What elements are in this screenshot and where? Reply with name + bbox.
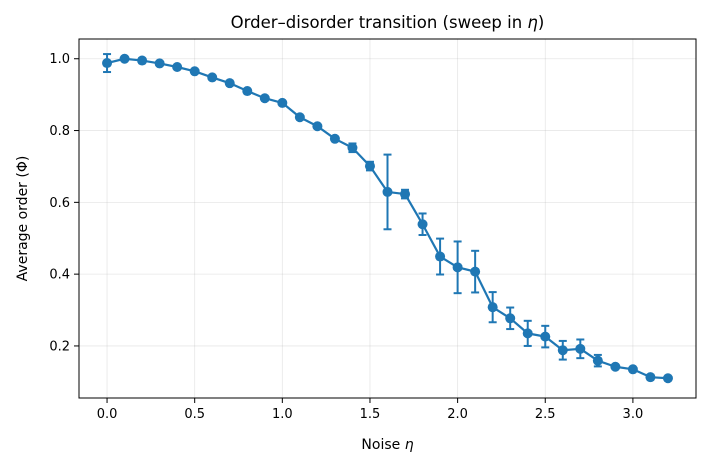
data-point — [172, 62, 183, 73]
data-point — [435, 251, 446, 262]
data-point — [417, 219, 428, 230]
y-tick-label: 0.4 — [49, 268, 70, 283]
chart-title-symbol: η — [527, 13, 537, 32]
data-point — [294, 112, 305, 123]
data-point — [470, 266, 481, 277]
chart-title-main: Order–disorder transition (sweep in — [231, 13, 528, 32]
data-point — [610, 361, 621, 372]
data-point — [189, 66, 200, 77]
series-layer — [102, 53, 673, 384]
x-tick-label: 0.0 — [97, 407, 118, 422]
data-point — [575, 343, 586, 354]
ticks: 0.0 0.5 1.0 1.5 2.0 2.5 3.0 0.2 0.4 0.6 0.8 1.0 — [49, 52, 643, 422]
data-point — [662, 373, 673, 384]
x-tick-label: 2.5 — [535, 407, 556, 422]
data-point — [505, 313, 516, 324]
x-tick-label: 1.5 — [360, 407, 381, 422]
y-tick-label: 1.0 — [49, 52, 70, 67]
data-point — [592, 355, 603, 366]
data-point — [119, 53, 130, 64]
y-tick-label: 0.2 — [49, 339, 70, 354]
x-tick-label: 0.5 — [184, 407, 205, 422]
chart-title-end: ) — [538, 13, 544, 32]
plot-frame — [78, 38, 697, 399]
chart-title: Order–disorder transition (sweep in η) — [231, 13, 545, 32]
data-point — [487, 302, 498, 313]
x-axis-label-symbol: η — [405, 437, 414, 453]
data-point — [557, 345, 568, 356]
data-point — [645, 372, 656, 383]
data-point — [277, 97, 288, 108]
x-tick-label: 2.0 — [447, 407, 468, 422]
data-point — [137, 55, 148, 66]
data-point — [627, 364, 638, 375]
y-axis-label: Average order (Φ) — [15, 156, 31, 282]
data-point — [522, 328, 533, 339]
data-point — [347, 142, 358, 153]
y-tick-label: 0.6 — [49, 196, 70, 211]
x-axis-label: Noise η — [361, 437, 413, 453]
x-axis-label-main: Noise — [361, 437, 404, 453]
data-point — [382, 186, 393, 197]
data-point — [242, 86, 253, 97]
data-point — [312, 121, 323, 132]
data-point — [207, 72, 218, 83]
data-point — [224, 78, 235, 89]
data-point — [154, 58, 165, 69]
x-tick-label: 3.0 — [623, 407, 644, 422]
x-tick-label: 1.0 — [272, 407, 293, 422]
y-tick-label: 0.8 — [49, 124, 70, 139]
data-point — [329, 133, 340, 144]
data-point — [452, 262, 463, 273]
data-point — [259, 93, 270, 104]
data-point — [540, 331, 551, 342]
data-point — [400, 189, 411, 200]
data-point — [364, 161, 375, 172]
data-point — [102, 58, 113, 69]
